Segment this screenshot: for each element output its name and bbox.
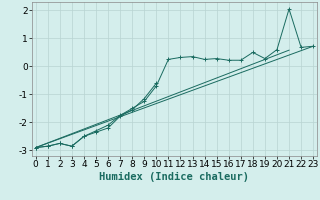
X-axis label: Humidex (Indice chaleur): Humidex (Indice chaleur) — [100, 172, 249, 182]
